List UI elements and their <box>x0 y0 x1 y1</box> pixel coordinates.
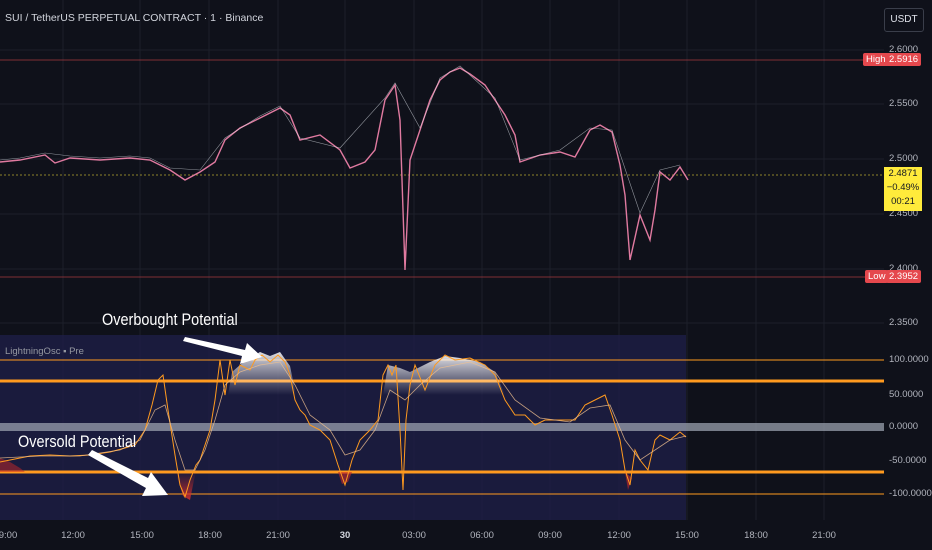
time-tick: 15:00 <box>130 530 154 541</box>
oversold-arrow <box>88 450 168 496</box>
overbought-annotation: Overbought Potential <box>102 310 238 329</box>
oversold-annotation: Oversold Potential <box>18 432 137 451</box>
price-tick: 2.4500 <box>889 208 919 219</box>
chart-title: SUI / TetherUS PERPETUAL CONTRACT · 1 · … <box>5 12 264 24</box>
low-label-tag: Low <box>865 270 889 283</box>
osc-tick: 100.0000 <box>889 354 929 365</box>
osc-tick: -100.0000 <box>889 488 932 499</box>
price-series-highlights <box>0 65 681 214</box>
overbought-fill-2 <box>383 356 505 395</box>
low-value-tag: 2.3952 <box>886 270 922 283</box>
currency-selector[interactable]: USDT <box>884 8 924 32</box>
bar-countdown: 00:21 <box>891 196 915 207</box>
price-tick: 2.3500 <box>889 317 919 328</box>
price-tick: 2.5500 <box>889 98 919 109</box>
overbought-fill-1 <box>228 352 296 395</box>
price-tick: 2.6000 <box>889 44 919 55</box>
time-tick: 09:00 <box>538 530 562 541</box>
oscillator-line <box>0 354 687 499</box>
current-price: 2.4871 <box>888 168 918 179</box>
oscillator-signal-line <box>0 361 687 471</box>
time-tick: 21:00 <box>266 530 290 541</box>
time-tick: 21:00 <box>812 530 836 541</box>
current-price-tag: 2.4871 −0.49% 00:21 <box>884 167 922 211</box>
overbought-arrow <box>183 337 262 364</box>
price-series <box>0 67 689 271</box>
time-tick: 15:00 <box>675 530 699 541</box>
high-label-tag: High <box>863 53 889 66</box>
osc-tick: 0.0000 <box>889 421 919 432</box>
time-tick: 18:00 <box>198 530 222 541</box>
high-value-tag: 2.5916 <box>886 53 922 66</box>
time-tick: 06:00 <box>470 530 494 541</box>
indicator-label[interactable]: LightningOsc ▪ Pre <box>5 346 84 357</box>
time-tick: 18:00 <box>744 530 768 541</box>
time-tick: 9:00 <box>0 530 18 541</box>
time-tick: 12:00 <box>61 530 85 541</box>
price-tick: 2.5000 <box>889 153 919 164</box>
time-tick: 12:00 <box>607 530 631 541</box>
price-tick: 2.4000 <box>889 263 919 274</box>
oversold-fill-1 <box>176 472 196 500</box>
osc-tick: 50.0000 <box>889 389 924 400</box>
oversold-fill-2 <box>0 458 25 472</box>
osc-tick: -50.0000 <box>889 455 927 466</box>
osc-zero-band <box>0 423 884 431</box>
time-tick-day: 30 <box>339 530 351 541</box>
price-change: −0.49% <box>886 182 920 193</box>
time-tick: 03:00 <box>402 530 426 541</box>
